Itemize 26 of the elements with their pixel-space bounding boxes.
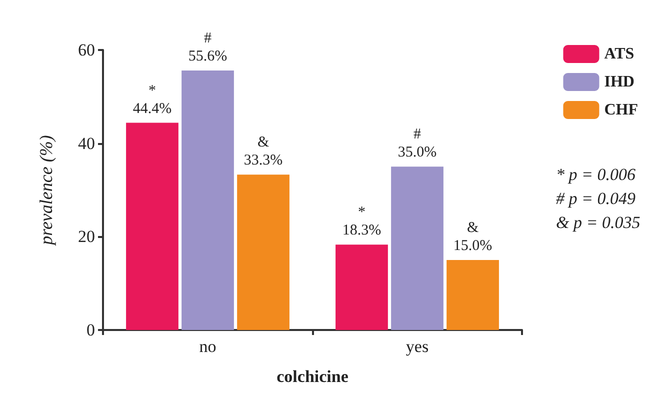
y-tick-label: 0 — [86, 320, 95, 340]
text: & p = 0.035 — [556, 213, 640, 232]
legend-label: IHD — [604, 74, 634, 90]
x-axis-title: colchicine — [276, 367, 349, 386]
text: * p = 0.006 — [556, 165, 636, 184]
data-label: & 15.0% — [453, 220, 492, 254]
bar — [391, 166, 444, 330]
data-label: & 33.3% — [244, 134, 283, 169]
data-label: # 35.0% — [398, 126, 437, 161]
legend-label: CHF — [604, 102, 638, 118]
bar — [336, 244, 388, 330]
y-tick-label: 20 — [78, 227, 95, 246]
x-tick-label: no — [199, 337, 216, 356]
data-label: * 18.3% — [342, 204, 382, 239]
data-label: * 44.4% — [132, 82, 172, 117]
legend-label: ATS — [604, 46, 634, 62]
x-tick-label: yes — [406, 337, 429, 356]
y-axis-title: prevalence (%) — [36, 135, 56, 247]
y-tick-label: 60 — [78, 40, 95, 60]
bar — [126, 122, 178, 330]
data-label: # 55.6% — [188, 30, 228, 65]
y-tick-label: 40 — [78, 134, 95, 153]
text: # p = 0.049 — [556, 189, 636, 208]
bar — [237, 174, 290, 330]
bar — [182, 70, 234, 330]
bar — [446, 260, 499, 330]
